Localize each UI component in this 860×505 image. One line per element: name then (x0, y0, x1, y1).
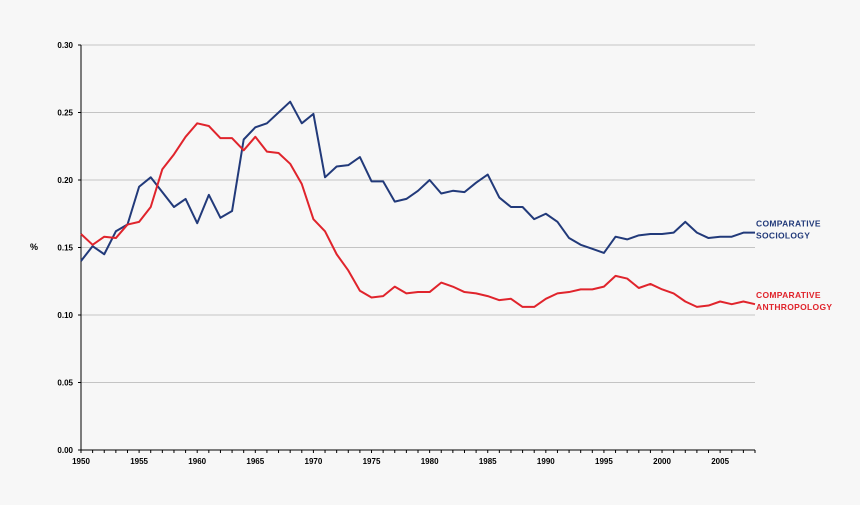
y-axis-ticks: 0.00 0.05 0.10 0.15 0.20 0.25 0.30 (57, 41, 81, 455)
y-tick-label: 0.15 (57, 244, 73, 253)
x-tick-label: 1990 (537, 457, 555, 466)
series-line-comparative-anthropology (80, 122, 756, 308)
y-tick-label: 0.10 (57, 311, 73, 320)
x-tick-label: 1950 (72, 457, 90, 466)
x-axis-ticks: 1950 1955 1960 1965 1970 1975 1980 1985 1990 1995… (72, 450, 756, 466)
x-tick-label: 2005 (711, 457, 729, 466)
y-tick-label: 0.20 (57, 176, 73, 185)
x-tick-label: 1965 (246, 457, 264, 466)
y-tick-label: 0.25 (57, 109, 73, 118)
x-tick-label: 1975 (363, 457, 381, 466)
x-tick-label: 1970 (305, 457, 323, 466)
x-tick-label: 1980 (421, 457, 439, 466)
y-tick-label: 0.00 (57, 446, 73, 455)
series-label-line: COMPARATIVE (756, 219, 821, 229)
series-label-line: COMPARATIVE (756, 290, 821, 300)
x-tick-label: 1985 (479, 457, 497, 466)
series-label-comparative-anthropology: COMPARATIVE ANTHROPOLOGY (756, 290, 832, 312)
series-labels: COMPARATIVE SOCIOLOGY COMPARATIVE ANTHROPOL… (756, 219, 832, 313)
series-label-line: SOCIOLOGY (756, 231, 810, 241)
y-tick-label: 0.30 (57, 41, 73, 50)
gridlines (81, 44, 755, 383)
series-lines (80, 100, 756, 308)
series-label-line: ANTHROPOLOGY (756, 302, 832, 312)
series-label-comparative-sociology: COMPARATIVE SOCIOLOGY (756, 219, 821, 241)
series-line-comparative-sociology (80, 100, 755, 262)
x-tick-label: 1995 (595, 457, 613, 466)
y-axis-label: % (30, 242, 38, 252)
x-tick-label: 1955 (130, 457, 148, 466)
x-tick-label: 1960 (188, 457, 206, 466)
x-tick-label: 2000 (653, 457, 671, 466)
y-tick-label: 0.05 (57, 379, 73, 388)
